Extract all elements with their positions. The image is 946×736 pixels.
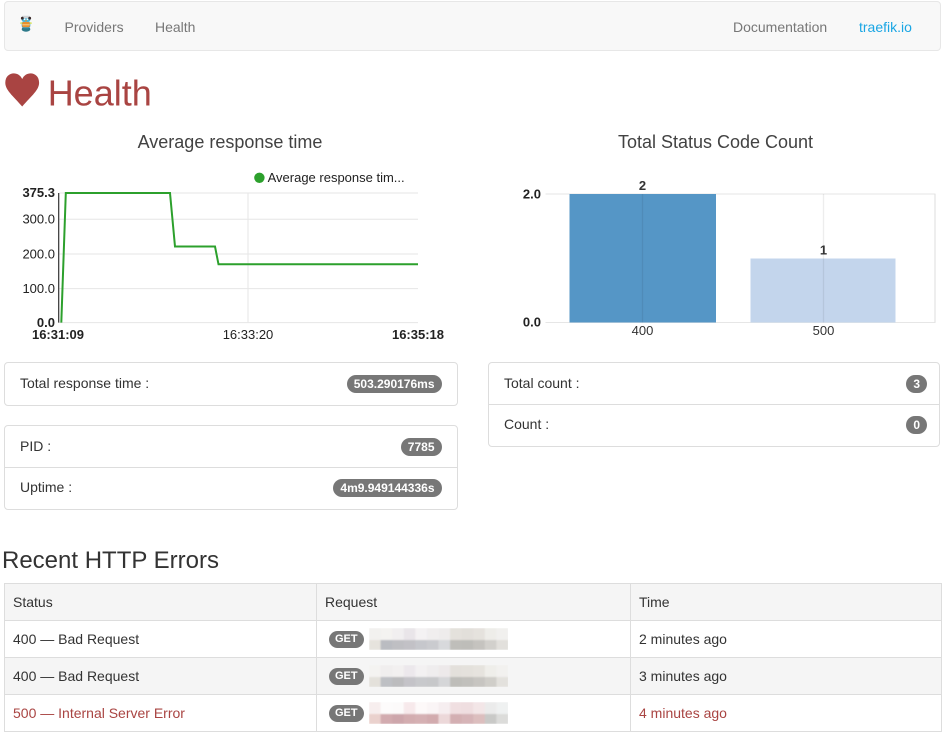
svg-text:300.0: 300.0	[22, 212, 55, 227]
svg-text:Average response tim...: Average response tim...	[268, 170, 405, 185]
svg-text:2: 2	[639, 178, 646, 193]
svg-text:16:35:18: 16:35:18	[392, 327, 444, 342]
svg-text:100.0: 100.0	[22, 281, 55, 296]
svg-text:Total Status Code Count: Total Status Code Count	[618, 132, 813, 152]
svg-text:375.3: 375.3	[22, 185, 55, 200]
svg-text:500: 500	[813, 323, 835, 338]
svg-text:0.0: 0.0	[37, 315, 55, 330]
svg-text:Average response time: Average response time	[138, 132, 323, 152]
svg-text:400: 400	[632, 323, 654, 338]
svg-text:200.0: 200.0	[22, 246, 55, 261]
svg-text:Health: Health	[48, 73, 152, 114]
svg-text:16:31:09: 16:31:09	[32, 327, 84, 342]
svg-text:1: 1	[820, 243, 827, 258]
svg-text:2.0: 2.0	[523, 186, 541, 201]
svg-text:16:33:20: 16:33:20	[223, 327, 274, 342]
svg-text:0.0: 0.0	[523, 315, 541, 330]
